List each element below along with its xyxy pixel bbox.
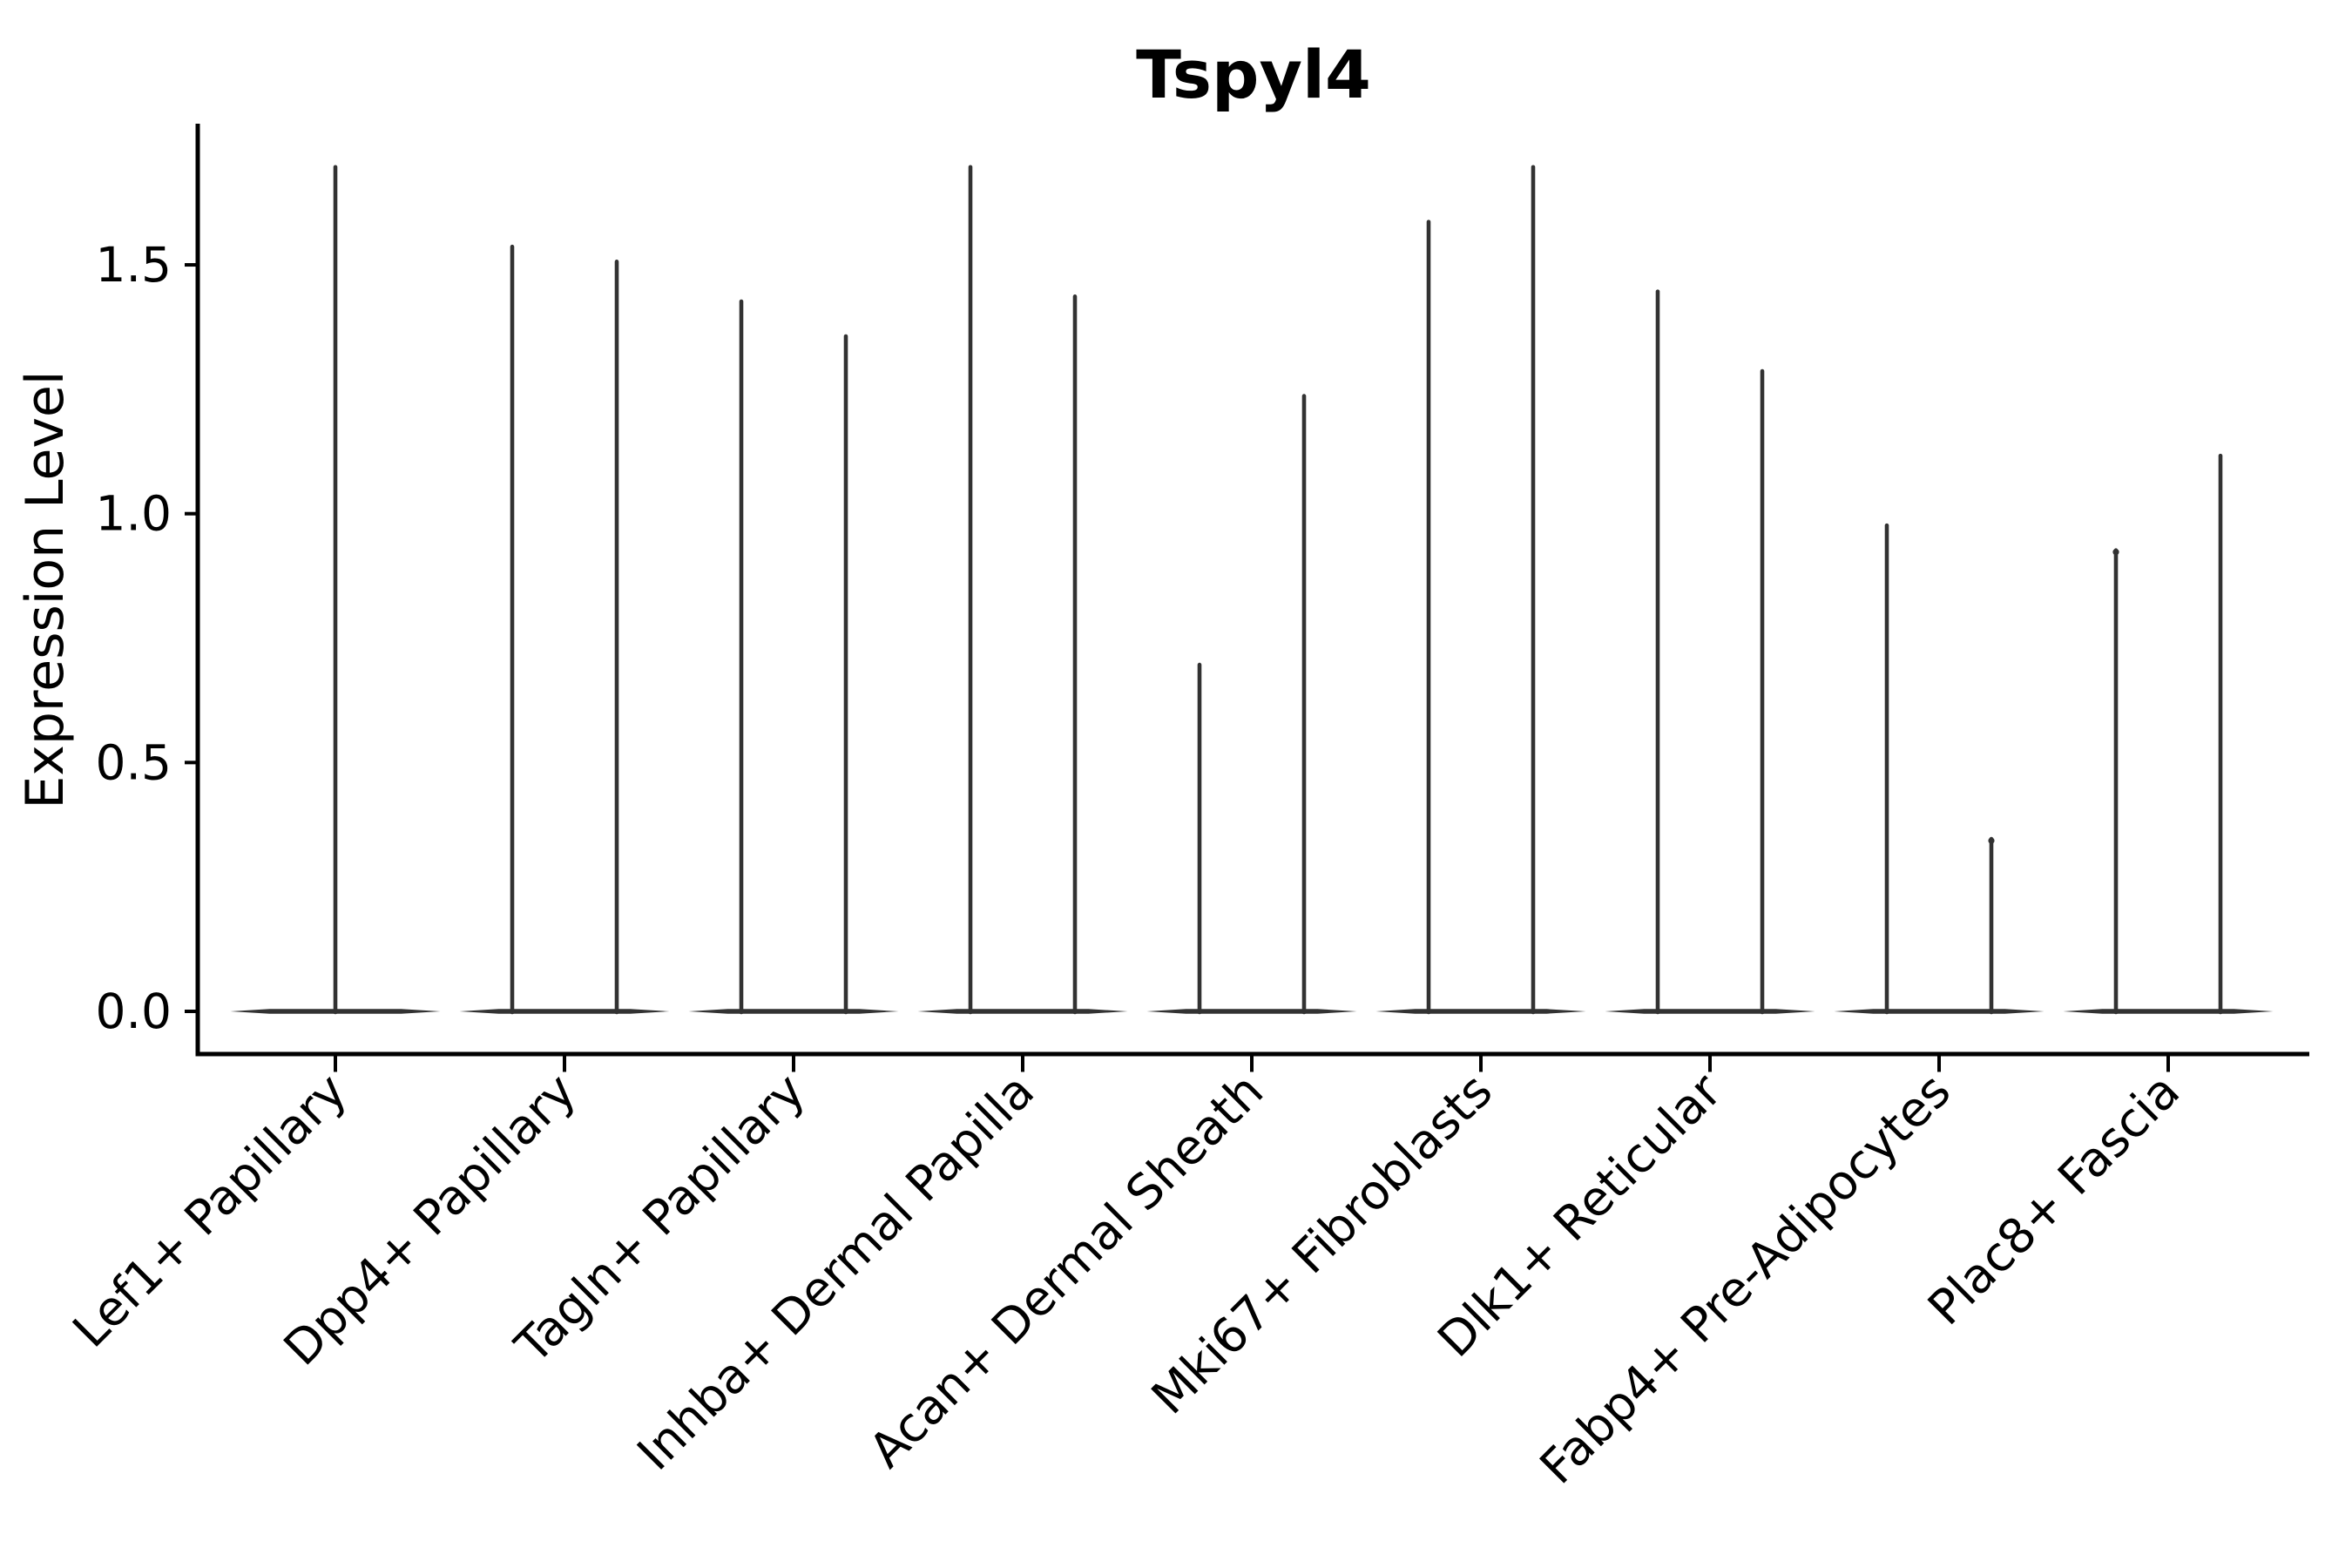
x-tick-label: Fabp4+ Pre-Adipocytes <box>1529 1063 1961 1495</box>
y-tick-label: 0.5 <box>96 734 172 790</box>
y-tick-label: 1.0 <box>96 486 172 542</box>
violin-base <box>1834 1009 2044 1014</box>
violin-group <box>917 165 1128 1015</box>
violin-group <box>2063 453 2274 1015</box>
y-tick-label: 0.0 <box>96 983 172 1039</box>
violin-group <box>1146 394 1357 1015</box>
violin-group <box>1375 165 1586 1015</box>
violin-group <box>1605 289 1815 1015</box>
violin-series <box>230 165 2274 1015</box>
y-axis-ticks: 0.0 0.5 1.0 1.5 <box>96 237 198 1039</box>
chart-title: Tspyl4 <box>1136 36 1371 113</box>
violin-group <box>230 165 441 1015</box>
violin-spike-cap <box>2112 549 2119 556</box>
violin-base <box>917 1009 1128 1014</box>
violin-base <box>1375 1009 1586 1014</box>
x-tick-label: Inhba+ Dermal Papilla <box>626 1063 1044 1481</box>
violin-base <box>688 1009 899 1014</box>
violin-group <box>688 299 899 1015</box>
x-tick-label: Acan+ Dermal Sheath <box>858 1063 1274 1478</box>
violin-base <box>459 1009 670 1014</box>
violin-group <box>459 244 670 1015</box>
violin-base <box>1146 1009 1357 1014</box>
violin-group <box>1834 523 2044 1015</box>
y-axis-label: Expression Level <box>15 370 76 808</box>
violin-spike-cap <box>1988 837 1995 844</box>
violin-base <box>1605 1009 1815 1014</box>
y-tick-label: 1.5 <box>96 237 172 293</box>
violin-base <box>2063 1009 2274 1014</box>
